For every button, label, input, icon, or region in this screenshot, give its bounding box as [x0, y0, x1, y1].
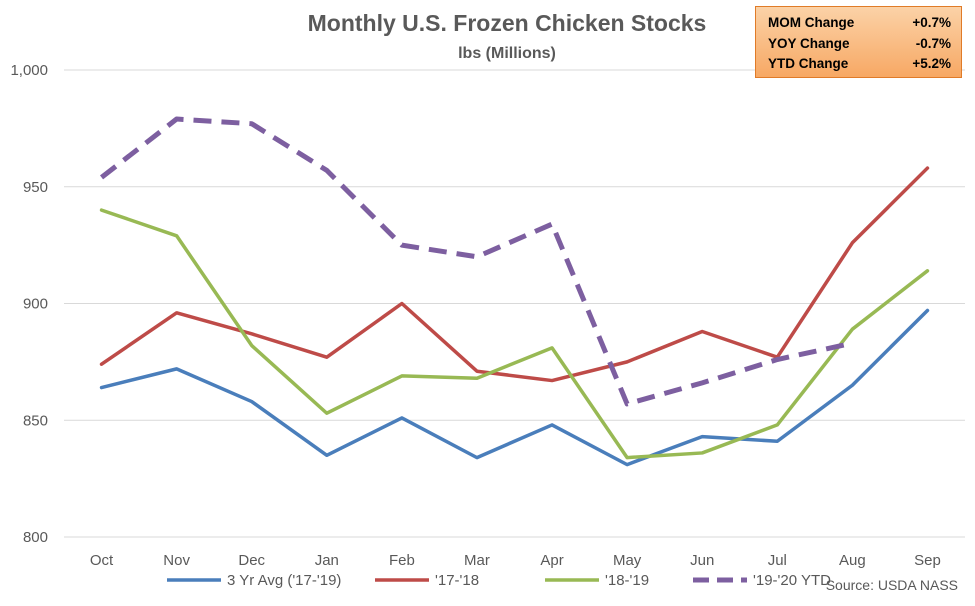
change-stats-box: MOM Change +0.7% YOY Change -0.7% YTD Ch…	[755, 6, 962, 78]
y-tick-label: 900	[23, 296, 48, 313]
series-line	[99, 308, 930, 467]
x-tick-label: Sep	[914, 552, 941, 569]
yoy-change-label: YOY Change	[768, 35, 850, 51]
series-line	[100, 116, 853, 407]
x-tick-label: Apr	[540, 552, 563, 569]
series-line	[99, 166, 930, 383]
source-note: Source: USDA NASS	[826, 577, 958, 593]
x-tick-label: Jul	[768, 552, 787, 569]
legend-label: '19-'20 YTD	[753, 572, 831, 589]
x-tick-label: Feb	[389, 552, 415, 569]
gridlines	[64, 69, 965, 538]
x-tick-label: Oct	[90, 552, 114, 569]
series-line	[99, 208, 930, 460]
x-tick-label: Aug	[839, 552, 866, 569]
x-tick-label: Mar	[464, 552, 490, 569]
y-tick-label: 950	[23, 179, 48, 196]
legend-label: 3 Yr Avg ('17-'19)	[227, 572, 341, 589]
y-tick-label: 1,000	[10, 62, 48, 79]
x-axis-ticks: Oct Nov Dec Jan Feb Mar Apr May Jun Jul Aug Sep	[90, 552, 941, 569]
stats-row-ytd: YTD Change +5.2%	[768, 54, 951, 75]
legend: 3 Yr Avg ('17-'19) '17-'18 '18-'19 '19-'20 …	[167, 572, 831, 589]
y-axis-ticks: 800 850 900 950 1,000	[10, 62, 48, 546]
mom-change-label: MOM Change	[768, 15, 855, 30]
stats-row-mom: MOM Change +0.7%	[768, 13, 951, 34]
x-tick-label: Dec	[238, 552, 265, 569]
mom-change-value: +0.7%	[912, 15, 951, 30]
stats-row-yoy: YOY Change -0.7%	[768, 34, 951, 55]
y-tick-label: 800	[23, 529, 48, 546]
x-tick-label: Jun	[690, 552, 714, 569]
ytd-change-label: YTD Change	[768, 56, 849, 71]
ytd-change-value: +5.2%	[912, 56, 951, 71]
yoy-change-value: -0.7%	[915, 35, 951, 51]
legend-label: '18-'19	[605, 572, 649, 589]
series-lines	[99, 116, 930, 467]
x-tick-label: Nov	[163, 552, 190, 569]
chart-title: Monthly U.S. Frozen Chicken Stocks	[308, 10, 707, 36]
x-tick-label: May	[613, 552, 642, 569]
x-tick-label: Jan	[315, 552, 339, 569]
chart-subtitle: lbs (Millions)	[458, 45, 556, 62]
y-tick-label: 850	[23, 412, 48, 429]
legend-label: '17-'18	[435, 572, 479, 589]
